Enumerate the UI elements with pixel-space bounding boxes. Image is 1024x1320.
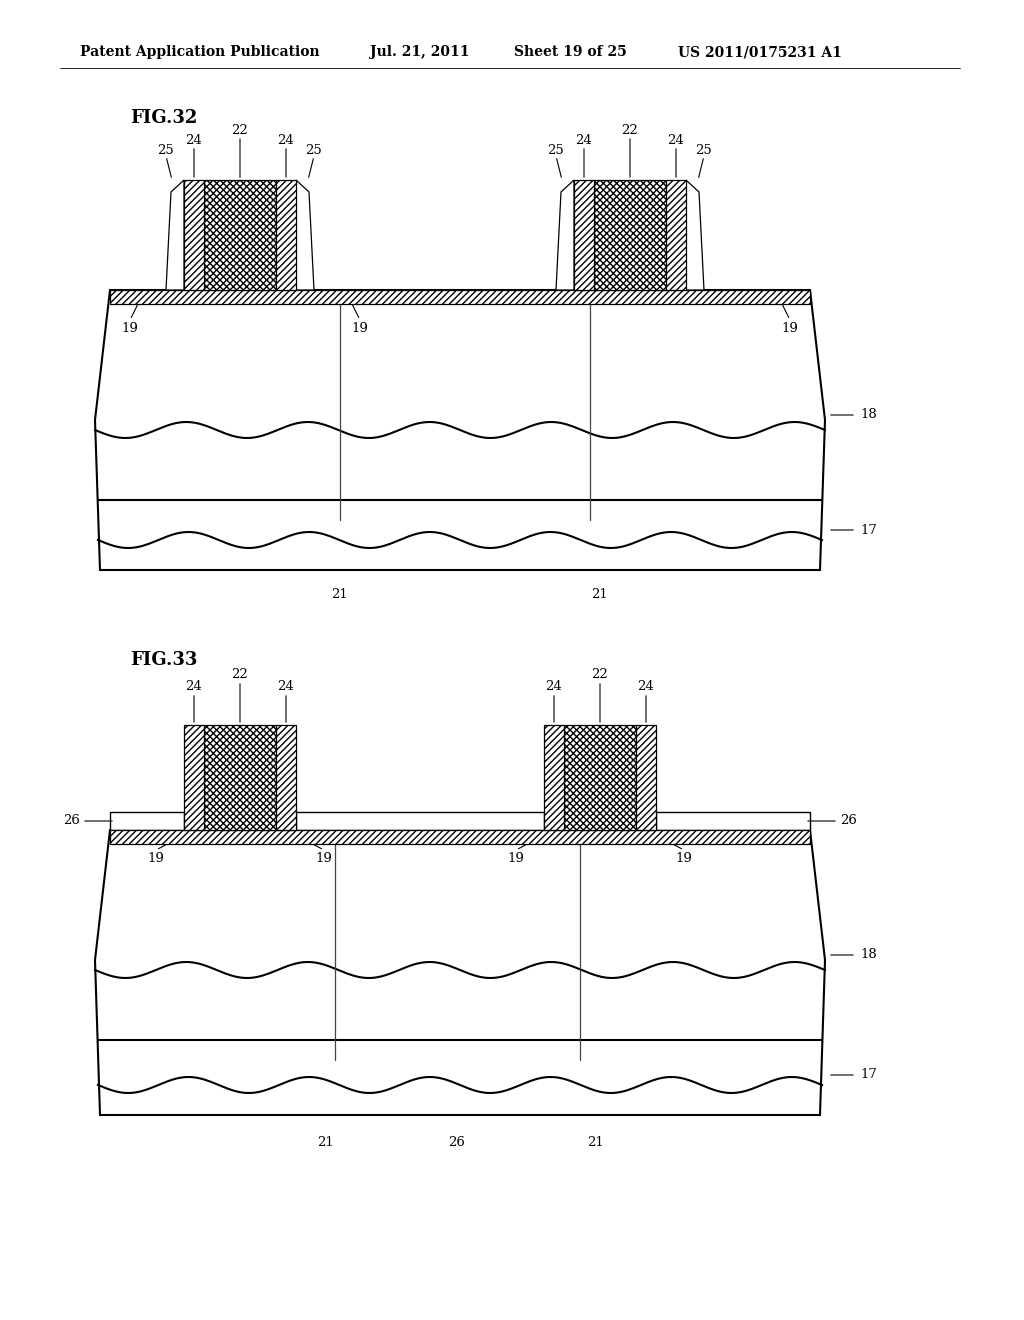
Text: 25: 25 — [548, 144, 564, 157]
Text: 25: 25 — [158, 144, 174, 157]
Text: 25: 25 — [305, 144, 323, 157]
Bar — [636, 725, 656, 830]
Text: 19: 19 — [781, 322, 799, 334]
Text: FIG.33: FIG.33 — [130, 651, 198, 669]
Text: 26: 26 — [449, 1137, 466, 1150]
Text: 24: 24 — [185, 681, 203, 693]
Text: 22: 22 — [231, 124, 249, 136]
Text: 19: 19 — [508, 851, 524, 865]
Text: 19: 19 — [315, 851, 333, 865]
Text: 21: 21 — [316, 1137, 334, 1150]
Bar — [110, 812, 184, 830]
Text: 19: 19 — [122, 322, 138, 334]
Text: 22: 22 — [592, 668, 608, 681]
Bar — [594, 180, 666, 290]
Text: US 2011/0175231 A1: US 2011/0175231 A1 — [678, 45, 842, 59]
Bar — [204, 180, 276, 290]
Text: 26: 26 — [63, 814, 80, 828]
Bar — [110, 830, 810, 843]
Text: FIG.32: FIG.32 — [130, 110, 198, 127]
Text: 21: 21 — [592, 589, 608, 602]
Text: 18: 18 — [860, 408, 877, 421]
Text: 18: 18 — [860, 949, 877, 961]
Text: 25: 25 — [695, 144, 713, 157]
Bar — [110, 290, 810, 304]
Bar — [276, 725, 296, 830]
Text: 19: 19 — [147, 851, 165, 865]
Text: 24: 24 — [668, 133, 684, 147]
Text: 24: 24 — [278, 681, 294, 693]
Text: Patent Application Publication: Patent Application Publication — [80, 45, 319, 59]
Text: 21: 21 — [332, 589, 348, 602]
Text: 22: 22 — [622, 124, 638, 136]
Polygon shape — [166, 180, 184, 290]
Text: 19: 19 — [351, 322, 369, 334]
Text: Jul. 21, 2011: Jul. 21, 2011 — [371, 45, 470, 59]
Text: 19: 19 — [676, 851, 692, 865]
Polygon shape — [686, 180, 705, 290]
Bar — [276, 180, 296, 290]
Text: 24: 24 — [546, 681, 562, 693]
Bar — [184, 725, 204, 830]
Bar — [564, 725, 636, 830]
Bar — [544, 725, 564, 830]
Bar — [574, 180, 594, 290]
Bar — [656, 812, 810, 830]
Bar — [666, 180, 686, 290]
Text: 24: 24 — [575, 133, 592, 147]
Bar — [296, 812, 544, 830]
Polygon shape — [296, 180, 314, 290]
Text: 24: 24 — [638, 681, 654, 693]
Text: 21: 21 — [587, 1137, 603, 1150]
Text: 24: 24 — [278, 133, 294, 147]
Text: Sheet 19 of 25: Sheet 19 of 25 — [514, 45, 627, 59]
Text: 17: 17 — [860, 524, 877, 536]
Polygon shape — [556, 180, 574, 290]
Text: 17: 17 — [860, 1068, 877, 1081]
Bar — [184, 180, 204, 290]
Text: 22: 22 — [231, 668, 249, 681]
Text: 24: 24 — [185, 133, 203, 147]
Text: 26: 26 — [840, 814, 857, 828]
Bar — [204, 725, 276, 830]
